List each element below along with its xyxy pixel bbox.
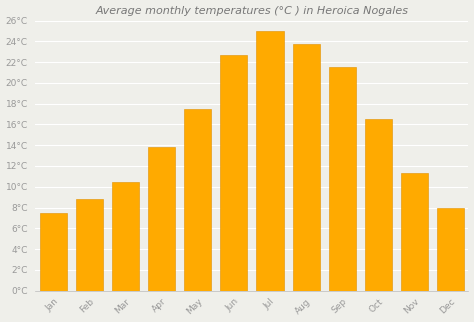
- Bar: [184, 109, 211, 291]
- Bar: [220, 55, 247, 291]
- Title: Average monthly temperatures (°C ) in Heroica Nogales: Average monthly temperatures (°C ) in He…: [95, 5, 409, 15]
- Bar: [437, 208, 464, 291]
- Bar: [401, 173, 428, 291]
- Bar: [76, 199, 103, 291]
- Bar: [292, 44, 319, 291]
- Bar: [328, 67, 356, 291]
- Bar: [148, 147, 175, 291]
- Bar: [365, 119, 392, 291]
- Bar: [112, 182, 139, 291]
- Bar: [256, 31, 283, 291]
- Bar: [40, 213, 67, 291]
